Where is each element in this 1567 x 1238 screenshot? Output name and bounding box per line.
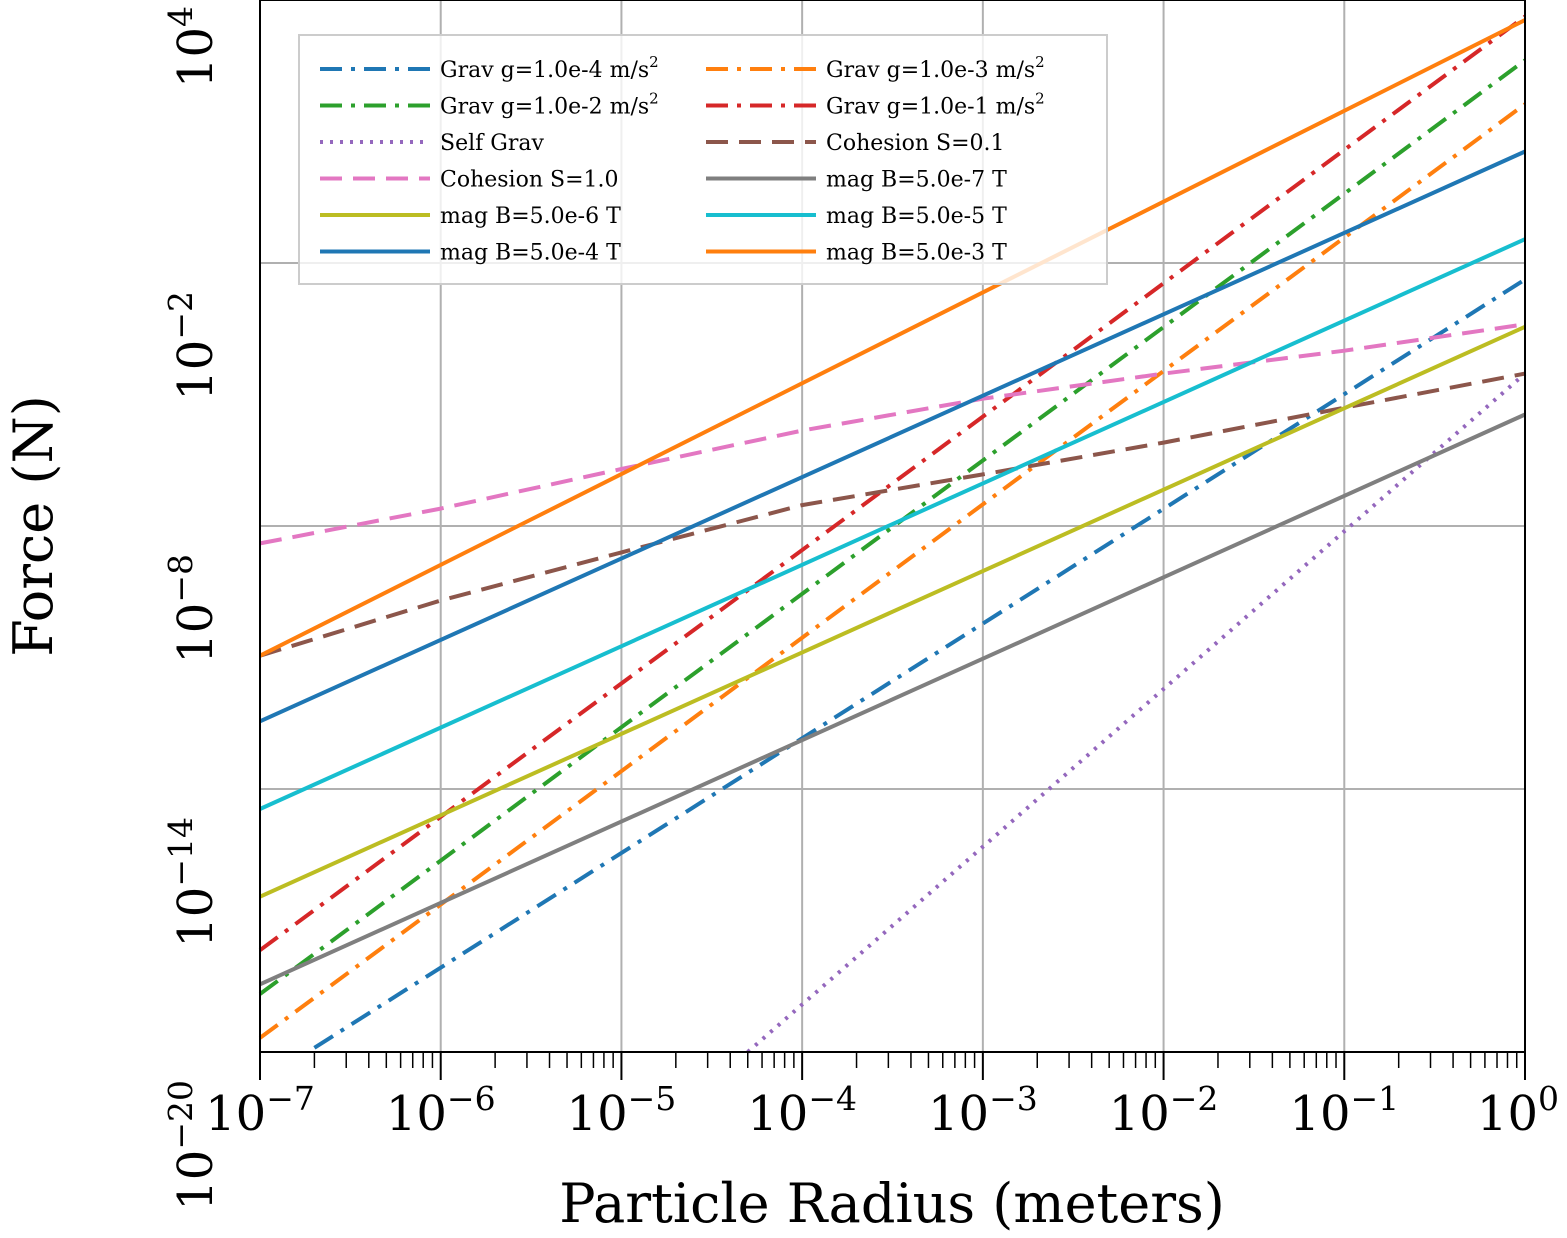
series-line bbox=[258, 14, 1527, 952]
legend: Grav g=1.0e-4 m/s2 Grav g=1.0e-3 m/s2 Grav… bbox=[298, 34, 1108, 285]
legend-label: mag B=5.0e-5 T bbox=[826, 204, 1007, 229]
legend-label: Grav g=1.0e-4 m/s2 bbox=[440, 53, 659, 83]
x-tick-label: 10−1 bbox=[1289, 1079, 1399, 1142]
minor-ticks bbox=[259, 1052, 1526, 1080]
x-tick-labels: 10−7 10−6 10−5 10−4 10−3 10−2 10−1 100 bbox=[205, 1079, 1559, 1142]
legend-label: mag B=5.0e-7 T bbox=[826, 168, 1007, 193]
series-line bbox=[258, 58, 1527, 996]
legend-label: Grav g=1.0e-3 m/s2 bbox=[826, 53, 1045, 83]
x-tick-label: 10−2 bbox=[1109, 1079, 1219, 1142]
series-line bbox=[259, 412, 1526, 987]
legend-label: Cohesion S=0.1 bbox=[826, 131, 1005, 156]
x-tick-label: 10−3 bbox=[928, 1079, 1038, 1142]
legend-label: Self Grav bbox=[440, 131, 544, 156]
series-line bbox=[259, 322, 1526, 546]
y-tick-label: 10−14 bbox=[161, 817, 224, 948]
x-tick-label: 100 bbox=[1477, 1079, 1559, 1142]
y-tick-labels: 10−20 10−14 10−8 10−2 104 bbox=[161, 6, 224, 1211]
x-tick-label: 10−6 bbox=[386, 1079, 496, 1142]
x-tick-label: 10−4 bbox=[747, 1079, 857, 1142]
legend-label: mag B=5.0e-4 T bbox=[440, 241, 621, 266]
legend-label: Cohesion S=1.0 bbox=[440, 168, 619, 193]
series-line bbox=[259, 324, 1526, 899]
legend-label: mag B=5.0e-6 T bbox=[440, 204, 621, 229]
y-tick-label: 104 bbox=[161, 6, 224, 88]
series-line bbox=[746, 372, 1527, 1054]
series-line bbox=[259, 237, 1526, 811]
x-tick-label: 10−7 bbox=[205, 1079, 315, 1142]
legend-box bbox=[298, 34, 1108, 285]
x-tick-label: 10−5 bbox=[567, 1079, 677, 1142]
y-tick-label: 10−20 bbox=[161, 1080, 224, 1211]
series-line bbox=[259, 18, 1526, 658]
series-line bbox=[258, 102, 1527, 1040]
series-lines bbox=[258, 14, 1527, 1054]
plot-frame bbox=[259, 0, 1526, 1053]
legend-label: Grav g=1.0e-2 m/s2 bbox=[440, 90, 659, 120]
y-tick-label: 10−2 bbox=[161, 291, 224, 401]
legend-label: Grav g=1.0e-1 m/s2 bbox=[826, 90, 1045, 120]
series-line bbox=[313, 277, 1527, 1050]
x-axis-title: Particle Radius (meters) bbox=[559, 1172, 1225, 1235]
series-line bbox=[259, 149, 1526, 724]
legend-label: mag B=5.0e-3 T bbox=[826, 241, 1007, 266]
y-tick-label: 10−8 bbox=[161, 554, 224, 664]
y-axis-title: Force (N) bbox=[2, 395, 65, 657]
